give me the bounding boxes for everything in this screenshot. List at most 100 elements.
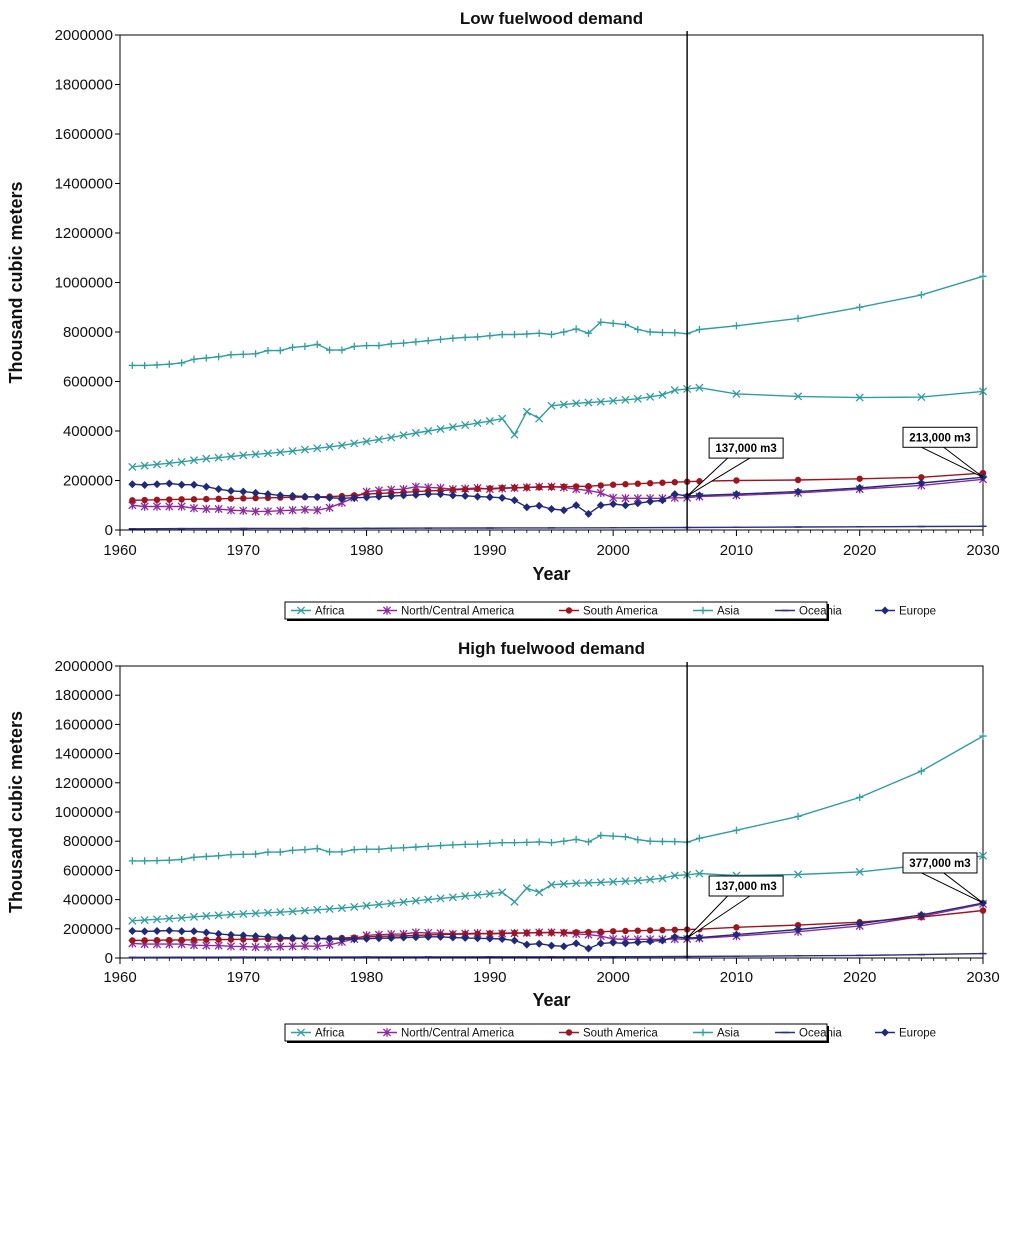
legend-label: Oceania (799, 606, 842, 618)
data-point (399, 491, 408, 500)
data-point (510, 936, 519, 945)
series-line (132, 478, 984, 513)
data-point (276, 942, 285, 951)
data-point (584, 329, 593, 337)
legend-marker (881, 1028, 889, 1037)
data-point (559, 879, 568, 889)
data-point (128, 462, 137, 471)
data-point (856, 793, 864, 801)
callout-box (708, 437, 784, 459)
data-point (129, 497, 136, 504)
data-point (978, 387, 988, 396)
legend-label: Europe (899, 1028, 936, 1040)
data-point (215, 852, 223, 860)
data-point (560, 837, 568, 845)
data-point (474, 485, 481, 493)
data-point (732, 930, 741, 939)
data-point (559, 506, 568, 515)
data-point (461, 933, 470, 942)
data-point (609, 500, 618, 509)
data-point (609, 928, 617, 935)
legend-marker (881, 606, 889, 615)
data-point (547, 401, 556, 410)
y-tick-label: 1800000 (55, 687, 113, 704)
data-point (794, 870, 803, 879)
data-point (794, 476, 802, 484)
data-point (263, 932, 272, 941)
data-point (473, 934, 482, 943)
data-point (695, 383, 704, 392)
legend-item: South America (559, 1028, 658, 1040)
callout-box (902, 426, 978, 448)
chart-title: High fuelwood demand (458, 639, 645, 658)
data-point (560, 328, 568, 336)
data-point (511, 929, 518, 937)
data-point (436, 894, 445, 903)
data-point (473, 840, 482, 848)
y-tick-label: 800000 (63, 833, 113, 850)
data-point (214, 929, 223, 938)
data-point (695, 869, 704, 878)
data-point (917, 291, 925, 299)
data-point (634, 325, 642, 334)
data-point (498, 929, 506, 937)
series-line (132, 472, 984, 501)
data-point (325, 442, 334, 451)
data-point (461, 333, 469, 342)
data-point (252, 350, 260, 358)
data-point (128, 916, 137, 925)
plot-area (119, 34, 984, 531)
data-point (695, 325, 704, 334)
data-point (300, 492, 309, 501)
series-line (132, 386, 984, 468)
data-point (535, 501, 544, 510)
data-point (585, 928, 592, 936)
data-point (436, 335, 445, 344)
data-point (917, 767, 925, 775)
data-point (301, 342, 309, 350)
data-point (855, 393, 864, 402)
data-point (239, 850, 247, 858)
data-point (239, 487, 248, 496)
data-point (671, 329, 679, 337)
data-point (547, 504, 556, 513)
data-point (202, 852, 210, 861)
data-point (510, 430, 519, 439)
data-point (572, 835, 580, 844)
data-point (202, 354, 210, 362)
data-point (473, 333, 482, 341)
data-point (202, 504, 211, 514)
data-point (621, 939, 630, 948)
data-point (560, 483, 568, 490)
data-point (178, 855, 186, 864)
data-point (633, 938, 642, 947)
series-line (132, 476, 984, 515)
data-point (412, 843, 420, 851)
data-point (584, 878, 593, 887)
data-point (251, 488, 260, 497)
legend-item: Asia (693, 606, 740, 618)
data-point (597, 318, 605, 326)
legend-label: Africa (315, 1028, 345, 1040)
data-point (448, 893, 457, 902)
data-point (399, 933, 408, 942)
data-point (658, 837, 667, 846)
data-point (227, 351, 235, 359)
data-point (189, 912, 199, 921)
x-tick-label: 1990 (473, 542, 506, 559)
legend-item: Africa (291, 1028, 345, 1040)
data-point (152, 480, 161, 489)
y-tick-label: 1400000 (55, 176, 113, 193)
data-point (374, 492, 383, 501)
data-point (239, 931, 248, 940)
y-tick-label: 1600000 (55, 126, 113, 143)
data-point (387, 340, 395, 348)
data-point (240, 495, 247, 502)
data-point (215, 353, 223, 361)
data-point (288, 942, 297, 951)
data-point (646, 328, 654, 336)
y-axis-label: Thousand cubic meters (6, 711, 26, 913)
data-point (461, 421, 470, 430)
data-point (585, 482, 592, 490)
data-point (584, 838, 593, 846)
